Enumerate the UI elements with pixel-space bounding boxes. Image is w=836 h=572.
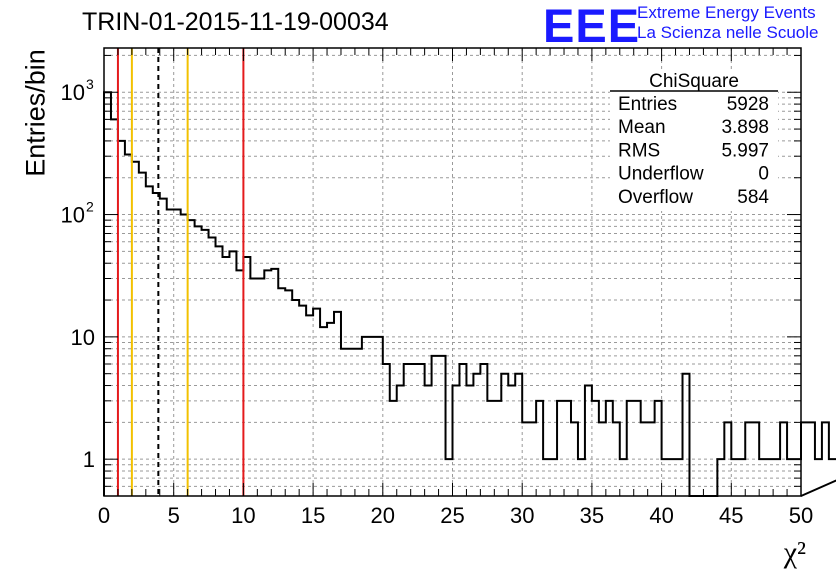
x-axis-label: χ²	[783, 536, 806, 569]
stats-value: 3.898	[721, 117, 769, 138]
y-tick-label: 1	[83, 447, 95, 472]
vertical-lines	[116, 48, 245, 496]
y-tick-label: 10	[71, 325, 95, 350]
stats-value: 5.997	[721, 140, 769, 161]
stats-label: Overflow	[618, 187, 693, 208]
stats-value: 584	[737, 187, 769, 208]
x-tick-label: 30	[510, 503, 534, 528]
stats-label: Entries	[618, 94, 677, 115]
logo-text-line2: La Scienza nelle Scuole	[637, 23, 819, 42]
stats-label: Underflow	[618, 164, 704, 185]
stats-name: ChiSquare	[649, 71, 739, 92]
stats-box-background	[610, 69, 778, 211]
histogram-line	[103, 91, 836, 497]
x-tick-label: 50	[789, 503, 813, 528]
y-tick-label: 10	[61, 80, 85, 105]
x-tick-label: 10	[231, 503, 255, 528]
y-tick-label: 10	[61, 203, 85, 228]
y-tick-exponent: 2	[86, 199, 94, 215]
stats-value: 0	[758, 164, 769, 185]
stats-value: 5928	[727, 94, 769, 115]
x-tick-label: 0	[98, 503, 110, 528]
stats-label: RMS	[618, 140, 660, 161]
logo-text-line1: Extreme Energy Events	[637, 3, 816, 22]
x-tick-label: 45	[719, 503, 743, 528]
x-tick-label: 40	[649, 503, 673, 528]
chart-title: TRIN-01-2015-11-19-00034	[82, 8, 389, 36]
x-tick-label: 15	[301, 503, 325, 528]
y-tick-exponent: 3	[86, 76, 94, 92]
eee-logo: EEE	[543, 0, 641, 52]
x-tick-label: 20	[371, 503, 395, 528]
x-tick-label: 35	[580, 503, 604, 528]
x-tick-label: 25	[440, 503, 464, 528]
histogram	[103, 91, 836, 497]
x-tick-label: 5	[168, 503, 180, 528]
stats-label: Mean	[618, 117, 666, 138]
